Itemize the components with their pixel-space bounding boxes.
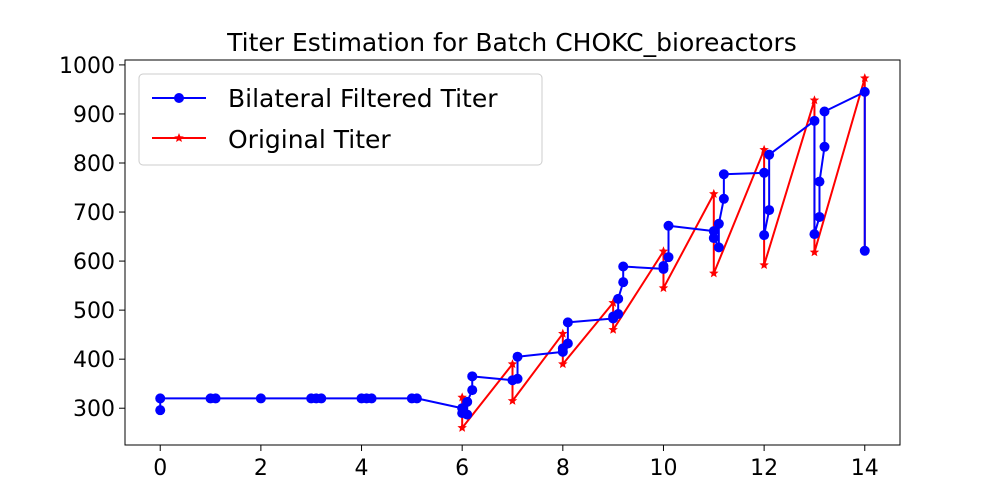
data-point-filtered — [708, 233, 719, 244]
y-tick-label: 700 — [73, 201, 115, 226]
data-point-filtered — [462, 409, 473, 420]
data-point-filtered — [618, 277, 629, 288]
data-point-filtered — [759, 230, 770, 241]
data-point-filtered — [562, 338, 573, 349]
y-tick-label: 900 — [73, 103, 115, 128]
data-point-filtered — [663, 220, 674, 231]
data-point-filtered — [809, 115, 820, 126]
x-tick-label: 10 — [649, 456, 677, 481]
data-point-filtered — [713, 218, 724, 229]
x-tick-label: 6 — [455, 456, 469, 481]
y-tick-label: 600 — [73, 250, 115, 275]
y-tick-label: 300 — [73, 397, 115, 422]
data-point-filtered — [210, 393, 221, 404]
data-point-original — [759, 260, 769, 270]
x-tick-label: 8 — [556, 456, 570, 481]
data-point-filtered — [814, 211, 825, 222]
data-point-filtered — [316, 393, 327, 404]
data-point-filtered — [764, 149, 775, 160]
data-point-original — [457, 422, 467, 432]
y-tick-label: 500 — [73, 299, 115, 324]
data-point-filtered — [819, 106, 830, 117]
data-point-filtered — [366, 393, 377, 404]
legend-label-original: Original Titer — [228, 125, 391, 154]
axes: 0 2 4 6 8 10 12 14 300 400 500 600 700 800 900 1000 — [59, 54, 879, 481]
data-point-filtered — [859, 86, 870, 97]
data-point-original — [809, 247, 820, 257]
data-point-filtered — [467, 385, 478, 396]
x-tick-label: 14 — [851, 456, 879, 481]
plot-area — [155, 73, 870, 432]
data-point-original — [860, 73, 870, 83]
legend-label-filtered: Bilateral Filtered Titer — [228, 84, 498, 113]
data-point-filtered — [708, 226, 719, 237]
data-point-filtered — [562, 317, 573, 328]
legend: Bilateral Filtered Titer Original Titer — [138, 73, 543, 166]
x-tick-label: 0 — [153, 456, 167, 481]
data-point-original — [507, 359, 518, 369]
plot-frame — [124, 59, 901, 446]
data-point-filtered — [462, 396, 473, 407]
data-point-filtered — [467, 371, 478, 382]
data-point-filtered — [512, 373, 523, 384]
data-point-original — [507, 395, 518, 405]
legend-marker-filtered — [174, 93, 184, 103]
data-point-filtered — [814, 176, 825, 187]
y-tick-label: 800 — [73, 152, 115, 177]
x-tick-label: 2 — [254, 456, 268, 481]
data-point-filtered — [155, 393, 166, 404]
data-point-original — [558, 359, 568, 369]
data-point-original — [457, 392, 467, 402]
data-point-original — [809, 95, 820, 105]
data-point-filtered — [658, 260, 669, 271]
data-point-filtered — [764, 205, 775, 216]
data-point-original — [608, 324, 618, 334]
data-point-filtered — [512, 351, 523, 362]
data-point-original — [709, 188, 719, 198]
data-point-filtered — [255, 393, 266, 404]
legend-marker-original — [174, 133, 184, 143]
data-point-original — [658, 246, 669, 256]
data-point-filtered — [718, 169, 729, 180]
data-point-filtered — [155, 405, 166, 416]
data-point-filtered — [618, 261, 629, 272]
data-point-original — [658, 283, 669, 293]
data-point-original — [558, 328, 568, 338]
data-point-filtered — [613, 309, 624, 320]
data-point-filtered — [613, 293, 624, 304]
y-tick-label: 400 — [73, 348, 115, 373]
x-tick-label: 4 — [355, 456, 369, 481]
data-point-filtered — [759, 167, 770, 178]
legend-box — [138, 73, 543, 166]
data-point-filtered — [411, 393, 422, 404]
x-tick-label: 12 — [750, 456, 778, 481]
data-point-original — [608, 297, 618, 307]
data-point-original — [759, 144, 769, 154]
y-tick-label: 1000 — [59, 54, 115, 79]
data-point-filtered — [819, 141, 830, 152]
chart-title: Titer Estimation for Batch CHOKC_bioreac… — [226, 28, 797, 57]
data-point-filtered — [663, 252, 674, 263]
data-point-original — [709, 268, 719, 278]
data-point-filtered — [859, 245, 870, 256]
data-point-filtered — [809, 229, 820, 240]
data-point-filtered — [713, 242, 724, 253]
data-point-filtered — [718, 193, 729, 204]
